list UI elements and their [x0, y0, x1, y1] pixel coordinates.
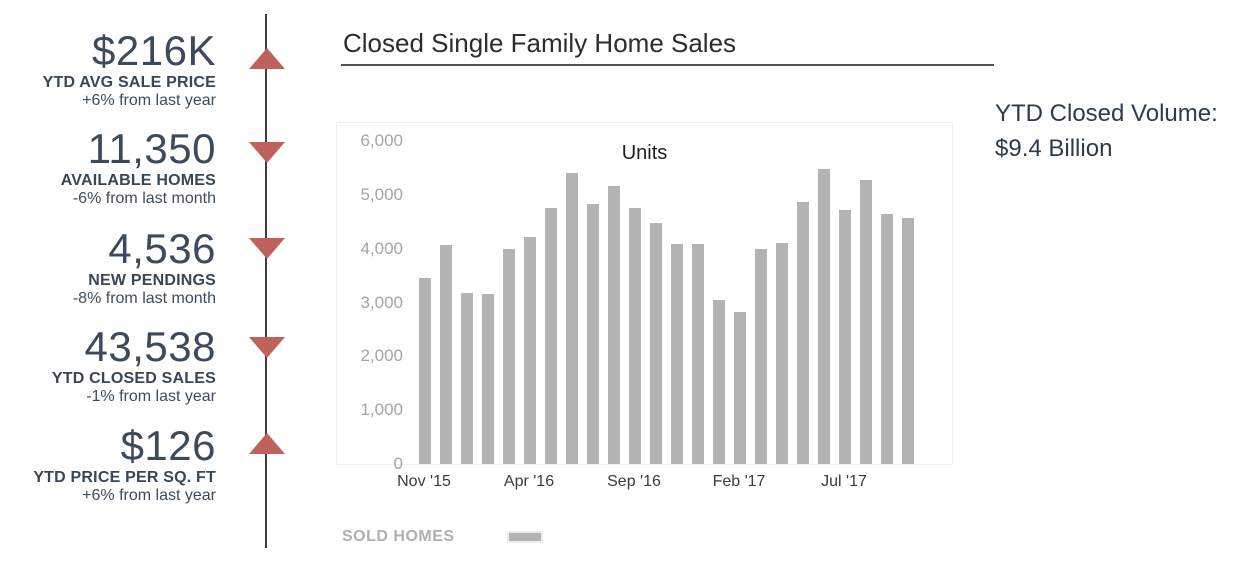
- kpi-value: 4,536: [108, 225, 216, 272]
- trend-down-icon: [249, 238, 285, 259]
- y-axis-tick-label: 2,000: [360, 346, 403, 366]
- kpi-label: YTD CLOSED SALES: [51, 370, 216, 387]
- y-axis-tick-label: 6,000: [360, 131, 403, 150]
- chart-inner-label: Units: [621, 142, 668, 164]
- bar: [797, 201, 809, 464]
- legend-label: SOLD HOMES: [342, 528, 455, 545]
- bar: [902, 218, 914, 464]
- bar: [776, 242, 788, 464]
- kpi-value: 43,538: [84, 323, 216, 370]
- ytd-volume-value: $9.4 Billion: [995, 135, 1113, 162]
- legend-swatch-icon: [506, 531, 543, 543]
- y-axis-tick-label: 3,000: [360, 292, 403, 312]
- kpi-change: -8% from last month: [72, 290, 216, 307]
- bar: [734, 311, 746, 464]
- bar: [860, 179, 872, 464]
- bar: [608, 185, 620, 464]
- kpi-value: 11,350: [87, 125, 216, 172]
- x-axis-tick-label: Sep '16: [607, 473, 661, 490]
- timeline-axis: [265, 14, 267, 548]
- chart-legend: SOLD HOMES: [342, 528, 543, 546]
- ytd-volume-label: YTD Closed Volume:: [995, 100, 1218, 127]
- bar: [713, 299, 725, 464]
- kpi-available-homes: 11,350 AVAILABLE HOMES -6% from last mon…: [0, 125, 216, 208]
- bar: [503, 248, 515, 464]
- kpi-avg-sale-price: $216K YTD AVG SALE PRICE +6% from last y…: [0, 27, 216, 110]
- y-axis-tick-label: 4,000: [360, 238, 403, 258]
- kpi-change: -1% from last year: [86, 388, 216, 405]
- x-axis: Nov '15 Apr '16 Sep '16 Feb '17 Jul '17: [336, 473, 951, 495]
- kpi-value: $216K: [92, 27, 216, 74]
- bar: [440, 244, 452, 464]
- bar: [839, 209, 851, 464]
- bar: [755, 248, 767, 464]
- ytd-volume-callout: YTD Closed Volume: $9.4 Billion: [995, 96, 1218, 166]
- kpi-change: -6% from last month: [72, 190, 216, 207]
- kpi-new-pendings: 4,536 NEW PENDINGS -8% from last month: [0, 225, 216, 308]
- kpi-price-per-sqft: $126 YTD PRICE PER SQ. FT +6% from last …: [0, 422, 216, 505]
- y-axis-tick-label: 0: [393, 454, 403, 473]
- trend-down-icon: [249, 337, 285, 358]
- kpi-change: +6% from last year: [82, 487, 216, 504]
- y-axis-tick-label: 1,000: [360, 400, 403, 420]
- kpi-change: +6% from last year: [82, 92, 216, 109]
- x-axis-tick-label: Jul '17: [821, 473, 867, 490]
- chart-title: Closed Single Family Home Sales: [343, 28, 737, 58]
- kpi-label: YTD PRICE PER SQ. FT: [33, 469, 216, 486]
- bar: [587, 204, 599, 464]
- chart-plot: Units 0 1,000 2,000 3,000 4,000 5,000 6,000: [336, 122, 953, 473]
- trend-down-icon: [249, 142, 285, 163]
- bar: [419, 278, 431, 464]
- bar: [482, 294, 494, 464]
- kpi-label: NEW PENDINGS: [88, 272, 216, 289]
- bar: [650, 223, 662, 464]
- bar: [566, 172, 578, 464]
- kpi-stats-column: $216K YTD AVG SALE PRICE +6% from last y…: [0, 0, 220, 564]
- x-axis-tick-label: Nov '15: [397, 473, 451, 490]
- title-divider: [341, 64, 994, 66]
- bar: [524, 236, 536, 464]
- bar: [881, 214, 893, 464]
- kpi-value: $126: [120, 422, 216, 469]
- bar: [545, 207, 557, 464]
- kpi-label: AVAILABLE HOMES: [60, 172, 216, 189]
- bar: [818, 169, 830, 464]
- x-axis-tick-label: Feb '17: [712, 473, 766, 490]
- bar: [629, 208, 641, 464]
- bar: [461, 293, 473, 464]
- trend-up-icon: [249, 48, 285, 69]
- bar: [692, 243, 704, 464]
- x-axis-tick-label: Apr '16: [503, 473, 555, 490]
- trend-up-icon: [249, 433, 285, 454]
- bar: [671, 243, 683, 464]
- y-axis-tick-label: 5,000: [360, 184, 403, 204]
- kpi-ytd-closed-sales: 43,538 YTD CLOSED SALES -1% from last ye…: [0, 323, 216, 406]
- kpi-label: YTD AVG SALE PRICE: [42, 74, 216, 91]
